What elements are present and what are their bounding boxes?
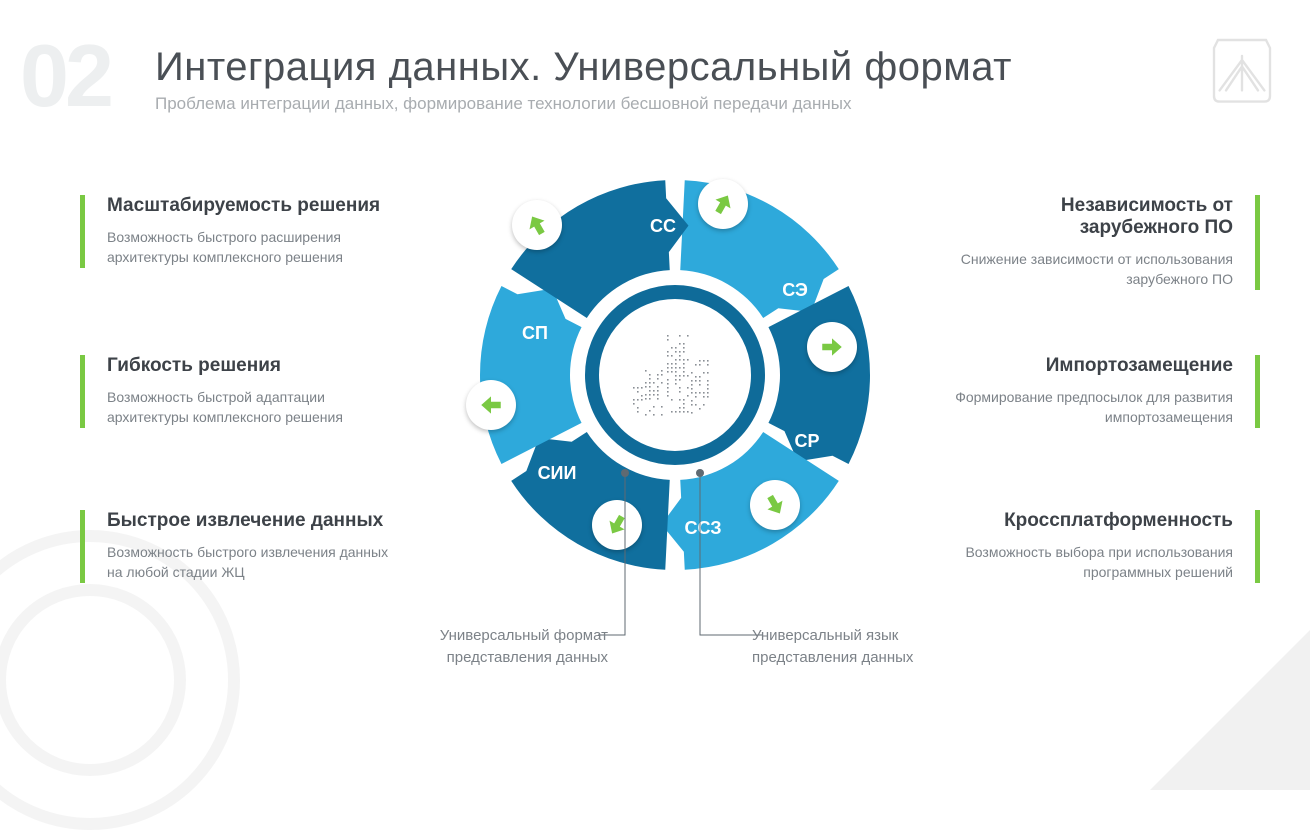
feature-left-2: Быстрое извлечение данных Возможность быс… bbox=[80, 510, 400, 583]
segment-label-ССЗ: ССЗ bbox=[673, 518, 733, 539]
segment-СИИ bbox=[480, 286, 582, 464]
arrow-icon bbox=[599, 507, 635, 543]
feature-title: Кроссплатформенность bbox=[940, 510, 1233, 532]
logo-icon bbox=[1202, 28, 1282, 108]
feature-right-2: Кроссплатформенность Возможность выбора п… bbox=[940, 510, 1260, 583]
feature-left-1: Гибкость решения Возможность быстрой адап… bbox=[80, 355, 400, 428]
diagram-caption-1: Универсальный языкпредставления данных bbox=[752, 625, 962, 669]
arrow-icon bbox=[819, 334, 845, 360]
page-title: Интеграция данных. Универсальный формат bbox=[155, 45, 1170, 90]
segment-label-СС: СС bbox=[633, 216, 693, 237]
feature-title: Гибкость решения bbox=[107, 355, 400, 377]
feature-title: Быстрое извлечение данных bbox=[107, 510, 400, 532]
arrow-icon bbox=[519, 207, 555, 243]
feature-right-1: Импортозамещение Формирование предпосылок… bbox=[940, 355, 1260, 428]
bg-deco-right bbox=[1150, 590, 1310, 790]
feature-desc: Возможность быстрой адаптации архитектур… bbox=[107, 387, 400, 428]
arrow-bubble bbox=[698, 179, 748, 229]
segment-label-СИИ: СИИ bbox=[527, 463, 587, 484]
feature-desc: Снижение зависимости от использования за… bbox=[940, 249, 1233, 290]
diagram-caption-0: Универсальный форматпредставления данных bbox=[398, 625, 608, 669]
arrow-bubble bbox=[807, 322, 857, 372]
feature-title: Масштабируемость решения bbox=[107, 195, 400, 217]
feature-title: Импортозамещение bbox=[940, 355, 1233, 377]
arrow-bubble bbox=[512, 200, 562, 250]
feature-title: Независимость от зарубежного ПО bbox=[940, 195, 1233, 239]
cycle-diagram: СС СЭ СР ССЗ СИИ СП bbox=[475, 175, 875, 575]
arrow-icon bbox=[705, 186, 741, 222]
segment-label-СП: СП bbox=[505, 323, 565, 344]
page-number: 02 bbox=[20, 25, 110, 127]
arrow-bubble bbox=[592, 500, 642, 550]
feature-left-0: Масштабируемость решения Возможность быст… bbox=[80, 195, 400, 268]
feature-desc: Возможность быстрого расширения архитект… bbox=[107, 227, 400, 268]
page-subtitle: Проблема интеграции данных, формирование… bbox=[155, 94, 1170, 114]
arrow-icon bbox=[478, 392, 504, 418]
feature-right-0: Независимость от зарубежного ПО Снижение … bbox=[940, 195, 1260, 290]
feature-desc: Возможность выбора при использования про… bbox=[940, 542, 1233, 583]
feature-desc: Формирование предпосылок для развития им… bbox=[940, 387, 1233, 428]
arrow-icon bbox=[757, 487, 793, 523]
arrow-bubble bbox=[750, 480, 800, 530]
feature-desc: Возможность быстрого извлечения данных н… bbox=[107, 542, 400, 583]
segment-label-СЭ: СЭ bbox=[765, 280, 825, 301]
arrow-bubble bbox=[466, 380, 516, 430]
header: Интеграция данных. Универсальный формат … bbox=[155, 45, 1170, 114]
segment-label-СР: СР bbox=[777, 431, 837, 452]
buildings-icon bbox=[625, 325, 725, 425]
